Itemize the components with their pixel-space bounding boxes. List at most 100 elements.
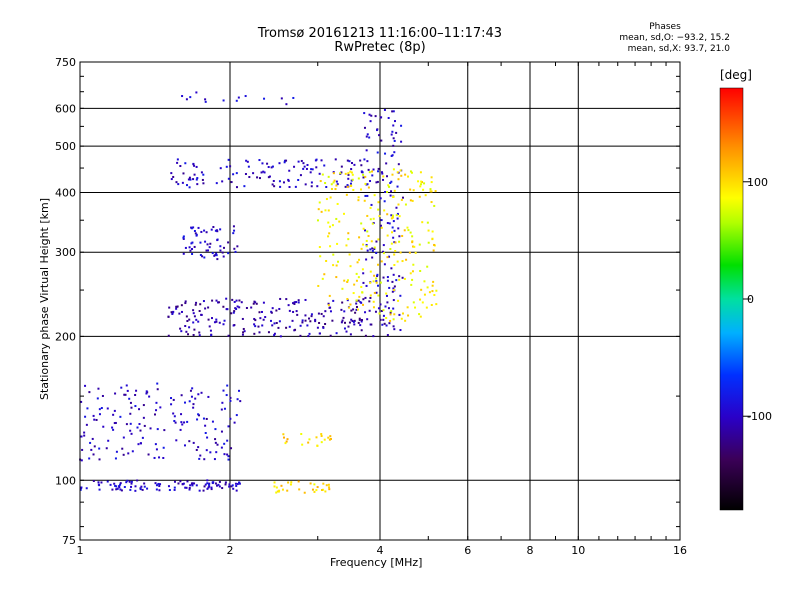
echo-point (418, 313, 421, 316)
echo-point (388, 185, 391, 188)
echo-point (304, 314, 307, 317)
echo-point (375, 251, 378, 254)
echo-point (182, 236, 185, 239)
echo-point (261, 162, 264, 165)
echo-point (293, 302, 296, 305)
echo-point (291, 319, 294, 322)
echo-point (431, 230, 434, 233)
echo-point (392, 307, 395, 310)
echo-point (396, 185, 399, 188)
echo-point (140, 485, 143, 488)
echo-point (278, 320, 281, 323)
echo-point (337, 260, 340, 263)
echo-point (360, 329, 363, 332)
echo-point (393, 139, 396, 142)
echo-point (235, 484, 238, 487)
echo-point (343, 310, 346, 313)
echo-point (235, 186, 238, 189)
echo-point (275, 321, 278, 324)
echo-point (371, 249, 374, 252)
echo-point (206, 436, 209, 439)
echo-point (255, 302, 258, 305)
echo-point (324, 182, 327, 185)
echo-point (409, 170, 412, 173)
echo-point (395, 214, 398, 217)
echo-point (365, 258, 368, 261)
echo-point (387, 116, 390, 119)
echo-point (379, 303, 382, 306)
echo-point (353, 283, 356, 286)
chart-title: Tromsø 20161213 11:16:00–11:17:43 (257, 26, 503, 41)
echo-point (334, 158, 337, 161)
echo-point (115, 485, 118, 488)
echo-point (93, 445, 96, 448)
echo-point (340, 321, 343, 324)
echo-point (392, 325, 395, 328)
echo-point (253, 317, 256, 320)
echo-point (276, 490, 279, 493)
echo-point (88, 391, 91, 394)
echo-point (419, 298, 422, 301)
echo-point (364, 334, 367, 337)
echo-points (79, 91, 438, 494)
echo-point (389, 248, 392, 251)
echo-point (430, 201, 433, 204)
echo-point (364, 311, 367, 314)
echo-point (263, 97, 266, 100)
echo-point (377, 263, 380, 266)
echo-point (97, 387, 100, 390)
echo-point (382, 276, 385, 279)
echo-point (347, 232, 350, 235)
x-tick-label: 4 (377, 544, 384, 557)
echo-point (397, 178, 400, 181)
echo-point (315, 166, 318, 169)
echo-point (195, 91, 198, 94)
echo-point (389, 313, 392, 316)
echo-point (275, 491, 278, 494)
echo-point (320, 433, 323, 436)
echo-point (267, 176, 270, 179)
echo-point (279, 335, 282, 338)
echo-point (273, 332, 276, 335)
echo-point (273, 485, 276, 488)
echo-point (182, 237, 185, 240)
echo-point (387, 184, 390, 187)
echo-point (352, 308, 355, 311)
echo-point (386, 334, 389, 337)
echo-point (228, 483, 231, 486)
echo-point (382, 314, 385, 317)
echo-point (195, 165, 198, 168)
echo-point (238, 481, 241, 484)
echo-point (317, 208, 320, 211)
echo-point (279, 297, 282, 300)
echo-point (377, 167, 380, 170)
echo-point (283, 159, 286, 162)
echo-point (79, 488, 82, 491)
echo-point (393, 285, 396, 288)
echo-point (189, 178, 192, 181)
echo-point (355, 272, 358, 275)
x-tick-label: 6 (464, 544, 471, 557)
echo-point (134, 489, 137, 492)
echo-point (360, 285, 363, 288)
echo-point (309, 320, 312, 323)
echo-point (262, 318, 265, 321)
echo-point (172, 310, 175, 313)
echo-point (188, 186, 191, 189)
echo-point (345, 193, 348, 196)
echo-point (236, 398, 239, 401)
echo-point (297, 301, 300, 304)
echo-point (90, 448, 93, 451)
echo-point (364, 194, 367, 197)
echo-point (282, 433, 285, 436)
echo-point (348, 253, 351, 256)
echo-point (186, 420, 189, 423)
echo-point (219, 249, 222, 252)
echo-point (98, 413, 101, 416)
echo-point (227, 458, 230, 461)
echo-point (386, 222, 389, 225)
echo-point (218, 480, 221, 483)
echo-point (364, 229, 367, 232)
echo-point (371, 222, 374, 225)
echo-point (397, 203, 400, 206)
